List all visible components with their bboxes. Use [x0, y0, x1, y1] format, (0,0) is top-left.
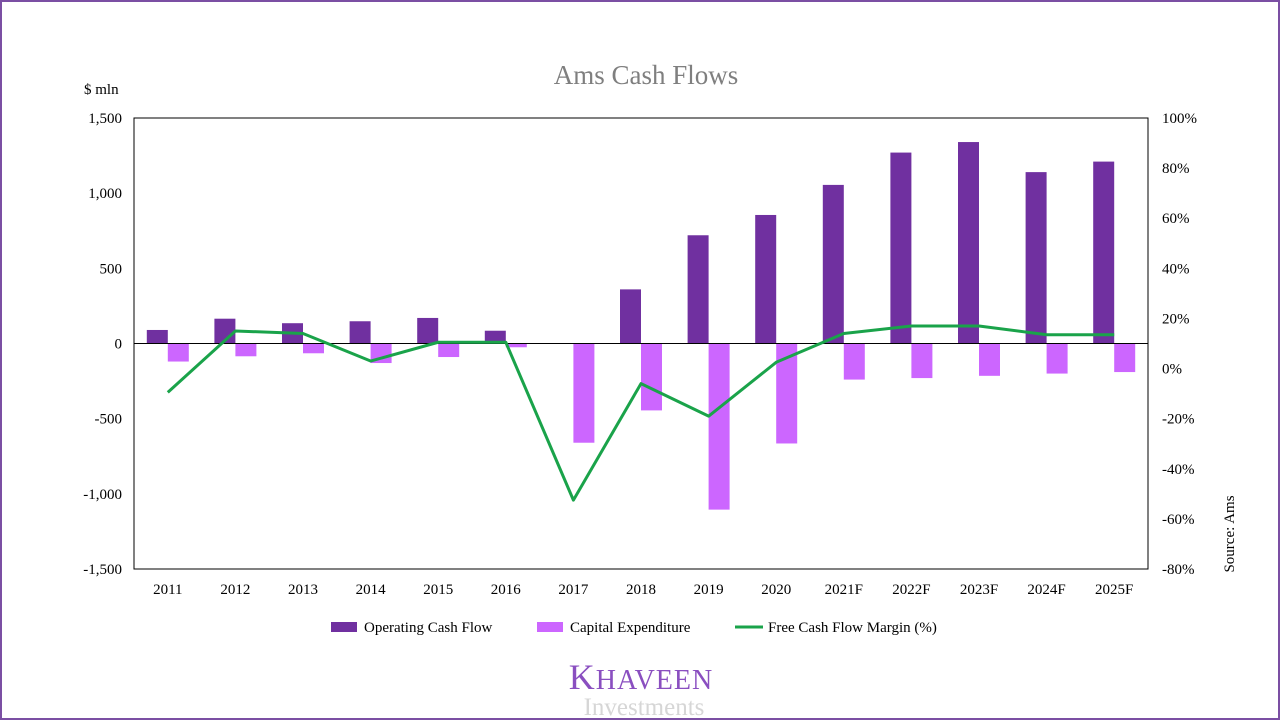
legend-label: Capital Expenditure	[570, 620, 691, 636]
capital-expenditure-bar	[641, 343, 662, 411]
brand-subtitle: Investments	[584, 694, 705, 720]
right-axis-tick-label: -20%	[1162, 412, 1195, 428]
right-axis-tick-label: 60%	[1162, 211, 1190, 227]
right-axis-tick-label: 80%	[1162, 161, 1190, 177]
legend-label: Operating Cash Flow	[364, 620, 492, 636]
x-axis-tick-label: 2013	[288, 582, 318, 598]
capital-expenditure-bar	[438, 343, 460, 358]
x-axis-tick-label: 2015	[423, 582, 453, 598]
operating-cash-flow-bar	[1093, 161, 1115, 344]
legend-bar-swatch	[537, 622, 563, 632]
operating-cash-flow-bar	[687, 235, 709, 344]
left-axis-tick-label: 500	[100, 261, 123, 277]
x-axis-tick-label: 2016	[491, 582, 522, 598]
legend-label: Free Cash Flow Margin (%)	[768, 620, 937, 636]
x-axis-tick-label: 2025F	[1095, 582, 1133, 598]
x-axis-tick-label: 2020	[761, 582, 791, 598]
capital-expenditure-bar	[235, 343, 257, 357]
right-axis-tick-label: -40%	[1162, 462, 1195, 478]
operating-cash-flow-bar	[755, 214, 777, 344]
operating-cash-flow-bar	[349, 321, 371, 344]
chart-title: Ams Cash Flows	[554, 60, 739, 90]
left-axis-unit: $ mln	[84, 82, 119, 98]
right-axis-tick-label: 100%	[1162, 111, 1197, 127]
operating-cash-flow-bar	[146, 329, 168, 344]
capital-expenditure-bar	[708, 343, 730, 510]
x-axis-tick-label: 2017	[558, 582, 589, 598]
right-axis-tick-label: 40%	[1162, 261, 1190, 277]
capital-expenditure-bar	[1046, 343, 1068, 374]
x-axis-tick-label: 2011	[153, 582, 182, 598]
capital-expenditure-bar	[979, 343, 1000, 376]
capital-expenditure-bar	[167, 343, 189, 362]
left-axis-tick-label: -1,000	[83, 487, 122, 503]
x-axis-tick-label: 2024F	[1027, 582, 1065, 598]
left-axis-tick-label: 1,500	[88, 111, 122, 127]
operating-cash-flow-bar	[958, 142, 979, 344]
x-axis-tick-label: 2022F	[892, 582, 930, 598]
x-axis-tick-label: 2021F	[825, 582, 863, 598]
right-axis-tick-label: 0%	[1162, 362, 1182, 378]
legend-free-cash-flow-margin: Free Cash Flow Margin (%)	[735, 620, 937, 636]
right-axis-tick-label: -60%	[1162, 512, 1195, 528]
left-axis-tick-label: 0	[115, 337, 123, 353]
operating-cash-flow-bar	[484, 330, 506, 344]
capital-expenditure-bar	[1114, 343, 1136, 373]
operating-cash-flow-bar	[620, 289, 641, 344]
capital-expenditure-bar	[303, 343, 324, 354]
operating-cash-flow-bar	[417, 317, 439, 344]
legend-capital-expenditure: Capital Expenditure	[537, 620, 691, 636]
x-axis-tick-label: 2012	[220, 582, 250, 598]
capital-expenditure-bar	[911, 343, 933, 379]
capital-expenditure-bar	[505, 343, 527, 348]
left-axis-tick-label: -500	[95, 412, 123, 428]
x-axis-tick-label: 2014	[356, 582, 387, 598]
free-cash-flow-margin-line	[166, 324, 1115, 502]
x-axis-tick-label: 2019	[694, 582, 724, 598]
capital-expenditure-bar	[573, 343, 595, 443]
operating-cash-flow-bar	[1025, 172, 1047, 344]
legend-bar-swatch	[331, 622, 357, 632]
x-axis-tick-label: 2023F	[960, 582, 998, 598]
left-axis-tick-label: 1,000	[88, 186, 122, 202]
left-axis-tick-label: -1,500	[83, 562, 122, 578]
source-note: Source: Ams	[1222, 495, 1238, 572]
capital-expenditure-bar	[843, 343, 865, 380]
x-axis-tick-label: 2018	[626, 582, 656, 598]
brand-logo: KHAVEEN	[569, 657, 713, 697]
right-axis-tick-label: 20%	[1162, 311, 1190, 327]
right-axis-tick-label: -80%	[1162, 562, 1195, 578]
operating-cash-flow-bar	[890, 152, 912, 344]
legend-operating-cash-flow: Operating Cash Flow	[331, 620, 492, 636]
operating-cash-flow-bar	[822, 184, 844, 344]
capital-expenditure-bar	[776, 343, 798, 444]
